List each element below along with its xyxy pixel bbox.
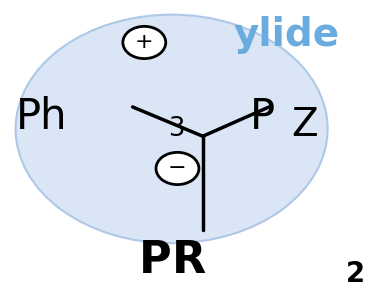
Text: Z: Z xyxy=(291,105,317,144)
Ellipse shape xyxy=(156,152,199,185)
Text: ylide: ylide xyxy=(234,16,340,54)
Ellipse shape xyxy=(16,15,328,243)
Text: P: P xyxy=(139,239,172,282)
Text: +: + xyxy=(135,33,154,52)
Text: 2: 2 xyxy=(346,260,365,288)
Text: −: − xyxy=(168,159,187,178)
Ellipse shape xyxy=(123,26,166,59)
Text: 3: 3 xyxy=(168,116,184,142)
Text: Ph: Ph xyxy=(16,96,67,138)
Text: R: R xyxy=(172,239,206,282)
Text: P: P xyxy=(250,96,275,138)
